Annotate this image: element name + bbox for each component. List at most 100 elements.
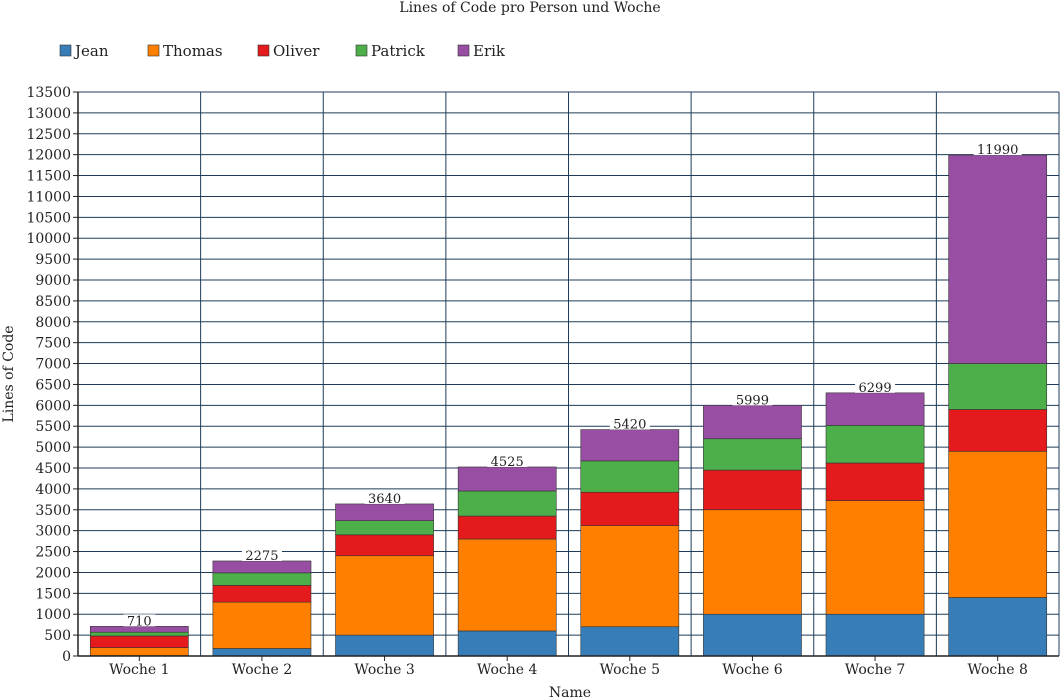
x-tick-label: Woche 5: [600, 662, 660, 678]
bar-segment-oliver: [457, 515, 557, 540]
legend-swatch: [257, 44, 270, 57]
bar-segment-oliver: [212, 585, 312, 603]
legend-label: Patrick: [371, 42, 426, 60]
legend-item-patrick: Patrick: [355, 42, 426, 60]
total-label-bg: [241, 548, 282, 561]
legend-swatch: [355, 44, 368, 57]
bar-segment-oliver: [948, 409, 1048, 452]
bar-segment-jean: [703, 613, 802, 657]
x-axis-label: Name: [549, 685, 591, 699]
bar-segment-jean: [335, 634, 434, 657]
y-tick-label: 12500: [26, 127, 71, 143]
y-tick-label: 2000: [35, 565, 71, 581]
bar-segment-erik: [825, 392, 925, 426]
y-tick-label: 3000: [35, 524, 71, 540]
bar-segment-oliver: [89, 635, 189, 648]
y-tick-label: 1500: [35, 586, 71, 602]
legend-item-erik: Erik: [457, 42, 506, 60]
y-tick-label: 4000: [35, 482, 71, 498]
total-labels: 710 2275 3640 4525 5420 5999 6299 11990: [123, 143, 1022, 629]
total-label-bg: [609, 417, 650, 430]
y-tick-label: 10000: [26, 231, 71, 247]
y-tick-label: 7500: [35, 336, 71, 352]
y-tick-label: 5500: [35, 419, 71, 435]
total-label: 5999: [736, 393, 769, 408]
bar-segment-oliver: [703, 469, 802, 511]
total-label: 3640: [368, 492, 401, 507]
y-tick-label: 9000: [35, 273, 71, 289]
total-label: 5420: [613, 418, 646, 433]
total-label-bg: [123, 614, 156, 627]
legend-label: Jean: [73, 42, 109, 60]
total-label-bg: [855, 380, 896, 393]
legend-item-thomas: Thomas: [147, 42, 223, 60]
legend-swatch: [457, 44, 470, 57]
y-tick-label: 8500: [35, 294, 71, 310]
legend-swatch: [59, 44, 72, 57]
bar-segment-thomas: [825, 500, 925, 615]
bar-segment-jean: [825, 613, 925, 657]
bars: [89, 154, 1048, 657]
legend-label: Thomas: [163, 42, 223, 60]
bar-segment-patrick: [89, 631, 189, 637]
bar-segment-erik: [703, 405, 802, 440]
x-axis: Woche 1 Woche 2 Woche 3 Woche 4 Woche 5 Woche…: [78, 655, 1059, 678]
x-tick-label: Woche 7: [845, 662, 905, 678]
y-tick-label: 2500: [35, 545, 71, 561]
bar-segment-patrick: [457, 490, 557, 517]
y-axis: 0 500 1000 1500 2000 2500 3000 3500 4000 4500 5000…: [26, 85, 79, 665]
bar-segment-thomas: [335, 555, 434, 636]
bar-segment-oliver: [580, 491, 680, 526]
x-tick-label: Woche 4: [477, 662, 537, 678]
total-label: 6299: [859, 381, 892, 396]
bar-segment-jean: [948, 597, 1048, 657]
y-tick-label: 4500: [35, 461, 71, 477]
x-tick-label: Woche 3: [354, 662, 414, 678]
y-tick-label: 3500: [35, 503, 71, 519]
y-tick-label: 7000: [35, 357, 71, 373]
bar-segment-patrick: [212, 572, 312, 586]
legend-label: Erik: [473, 42, 506, 60]
bar-segment-jean: [212, 648, 312, 657]
y-tick-label: 6000: [35, 398, 71, 414]
bar-segment-thomas: [948, 450, 1048, 598]
bar-segment-thomas: [703, 509, 802, 615]
bar-segment-oliver: [825, 462, 925, 501]
y-tick-label: 500: [44, 628, 71, 644]
bar-segment-patrick: [580, 460, 680, 493]
legend-swatch: [147, 44, 160, 57]
bar-segment-erik: [457, 466, 557, 492]
total-label: 4525: [491, 455, 524, 470]
bar-segment-thomas: [580, 525, 680, 628]
bar-segment-patrick: [335, 520, 434, 536]
total-label-bg: [364, 491, 405, 504]
bar-segment-jean: [580, 626, 680, 657]
bar-segment-thomas: [212, 601, 312, 649]
total-label-bg: [732, 393, 773, 406]
y-tick-label: 10500: [26, 210, 71, 226]
y-tick-label: 12000: [26, 148, 71, 164]
x-tick-label: Woche 2: [232, 662, 292, 678]
bar-segment-jean: [457, 630, 557, 657]
y-tick-label: 5000: [35, 440, 71, 456]
total-label: 2275: [245, 549, 278, 564]
x-tick-label: Woche 8: [968, 662, 1028, 678]
total-label-bg: [487, 454, 528, 467]
y-tick-label: 13500: [26, 85, 71, 101]
total-label: 11990: [977, 143, 1018, 158]
x-tick-label: Woche 1: [109, 662, 169, 678]
y-tick-label: 0: [62, 649, 71, 665]
bar-segment-oliver: [335, 534, 434, 557]
legend: Jean Thomas Oliver Patrick Erik: [59, 42, 506, 60]
x-tick-label: Woche 6: [722, 662, 782, 678]
bar-segment-patrick: [703, 438, 802, 471]
y-tick-label: 11500: [26, 169, 71, 185]
y-tick-label: 1000: [35, 607, 71, 623]
grid: [77, 91, 1060, 657]
y-tick-label: 13000: [26, 106, 71, 122]
y-tick-label: 9500: [35, 252, 71, 268]
legend-label: Oliver: [273, 42, 320, 60]
y-tick-label: 8000: [35, 315, 71, 331]
legend-item-oliver: Oliver: [257, 42, 320, 60]
